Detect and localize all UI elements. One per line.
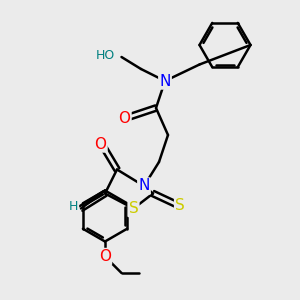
- Text: S: S: [175, 198, 185, 213]
- Text: O: O: [118, 111, 130, 126]
- Text: HO: HO: [95, 49, 115, 62]
- Text: N: N: [138, 178, 150, 194]
- Text: H: H: [69, 200, 78, 214]
- Text: O: O: [94, 136, 106, 152]
- Text: N: N: [159, 74, 171, 88]
- Text: S: S: [129, 201, 138, 216]
- Text: O: O: [99, 249, 111, 264]
